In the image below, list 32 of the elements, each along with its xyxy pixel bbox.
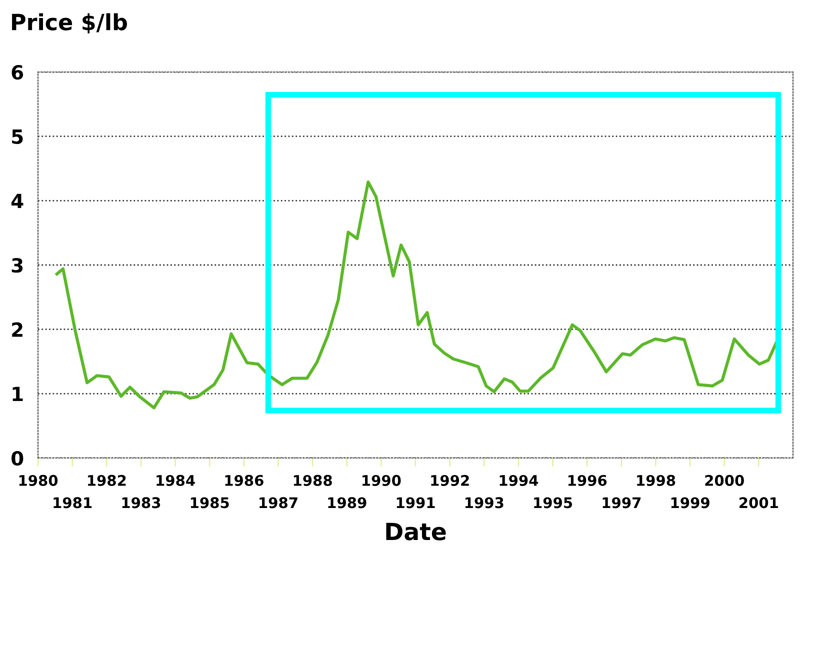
- y-tick-label: 5: [12, 130, 23, 144]
- x2-tick-label: 1983: [122, 497, 160, 508]
- x2-tick-label: 1997: [602, 497, 641, 508]
- x2-tick-label: 1991: [396, 497, 435, 508]
- y-tick-label: 1: [12, 386, 23, 402]
- x-tick-label: 2000: [705, 474, 744, 486]
- x2-tick-label: 1999: [671, 497, 710, 508]
- x2-tick-label: 2001: [740, 497, 778, 508]
- x-tick-label: 1980: [19, 474, 58, 486]
- y-tick-label: 2: [12, 322, 22, 337]
- x-tick-label: 1996: [568, 474, 607, 486]
- x2-tick-label: 1995: [534, 497, 572, 508]
- x2-tick-label: 1987: [260, 497, 298, 508]
- x-tick-label: 1986: [225, 474, 264, 486]
- x2-tick-label: 1993: [465, 497, 504, 508]
- x2-tick-label: 1989: [328, 497, 366, 508]
- x-tick-label: 1988: [294, 474, 332, 486]
- x-tick-label: 1990: [362, 474, 401, 486]
- x-axis-title: Date: [386, 522, 446, 540]
- y-tick-label: 6: [12, 64, 24, 80]
- y-axis-title: Price $/lb: [12, 13, 127, 34]
- x-tick-label: 1992: [431, 474, 469, 486]
- x-tick-label: 1984: [156, 474, 195, 486]
- x-tick-label: 1994: [500, 474, 538, 486]
- y-tick-label: 0: [12, 450, 24, 466]
- x2-tick-label: 1985: [190, 497, 229, 508]
- x-tick-label: 1982: [88, 474, 126, 486]
- x2-tick-label: 1981: [54, 497, 92, 508]
- y-tick-label: 4: [11, 194, 24, 208]
- y-tick-label: 3: [12, 258, 23, 273]
- x-tick-label: 1998: [637, 474, 676, 486]
- line-series: [55, 180, 778, 410]
